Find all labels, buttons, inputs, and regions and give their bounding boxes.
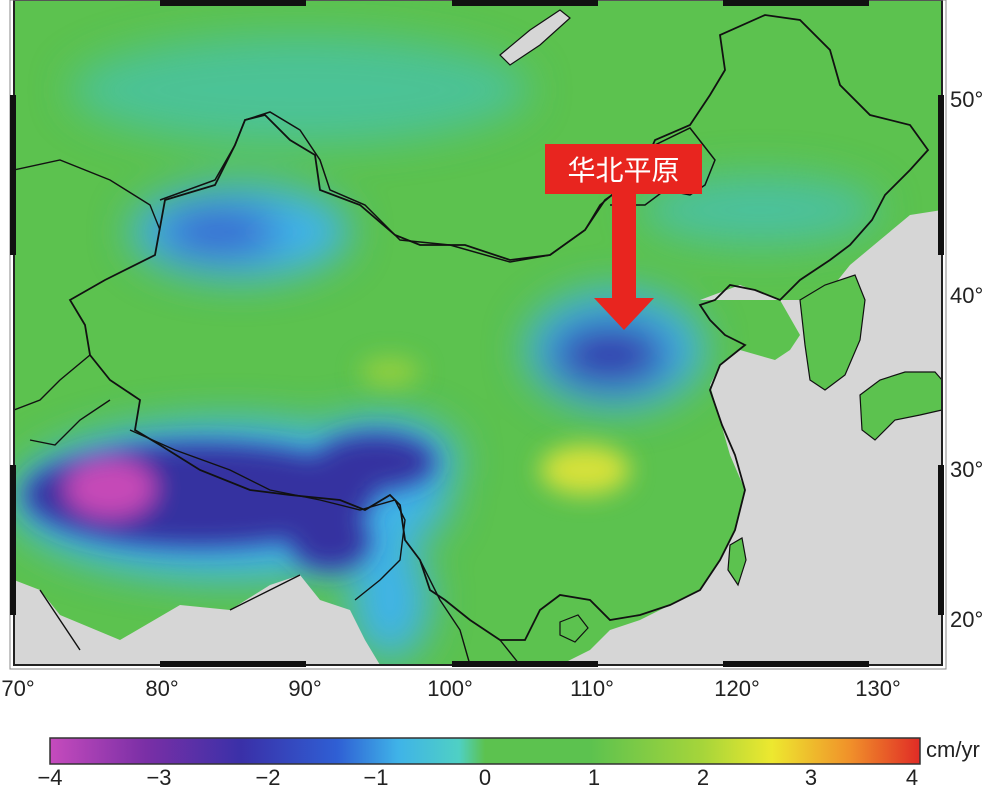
y-tick-label: 50° [950, 87, 984, 112]
japan-islands [859, 371, 942, 441]
colorbar-tick-label: 3 [804, 765, 818, 790]
x-tick-label: 80° [145, 676, 179, 701]
x-tick-label: 130° [855, 676, 901, 701]
colorbar-tick-label: −1 [363, 765, 389, 790]
x-tick-label: 120° [714, 676, 760, 701]
land-gray-south [14, 575, 380, 665]
y-tick-label: 20° [950, 607, 984, 632]
colorbar-tick-label: 2 [696, 765, 710, 790]
central-asia-borders [14, 159, 161, 446]
x-tick-label: 90° [288, 676, 322, 701]
china-border [68, 14, 930, 641]
colorbar-tick-label: −3 [146, 765, 172, 790]
colorbar-gradient [49, 737, 921, 765]
colorbar-unit-label: cm/yr [926, 737, 980, 762]
x-tick-label: 100° [427, 676, 473, 701]
x-tick-label: 110° [570, 676, 614, 701]
colorbar-tick-label: 4 [905, 765, 919, 790]
colorbar-tick-label: 1 [587, 765, 601, 790]
y-tick-label: 30° [950, 457, 984, 482]
callout-arrow [594, 192, 654, 330]
x-tick-label: 70° [1, 676, 35, 701]
colorbar-tick-label: −4 [37, 765, 63, 790]
south-asia-borders [39, 429, 521, 665]
north-china-plain-label: 华北平原 [545, 144, 702, 194]
mongolia-border [159, 111, 716, 263]
colorbar-tick-label: −2 [255, 765, 281, 790]
land-gray-north [499, 9, 571, 66]
axis-scale-bars [10, 0, 944, 667]
korea-peninsula [799, 274, 866, 391]
colorbar-tick-label: 0 [478, 765, 492, 790]
y-tick-label: 40° [950, 283, 984, 308]
hainan-island [559, 614, 589, 643]
taiwan-island [727, 537, 747, 587]
